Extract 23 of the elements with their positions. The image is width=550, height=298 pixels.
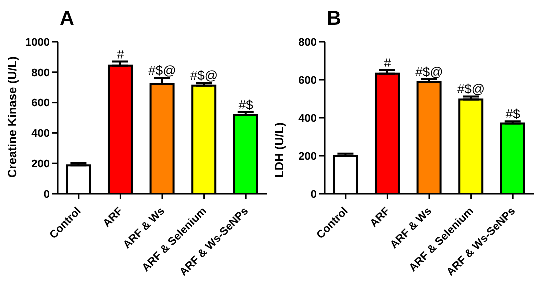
y-axis-title: LDH (U/L) [272,122,286,178]
annotation: # [384,55,392,70]
y-axis-title: Creatine Kinase (U/L) [5,56,20,178]
y-tick-label: 400 [32,128,50,140]
chart-title: A [60,8,74,31]
annotation: #$@ [416,64,444,80]
y-tick-label: 800 [32,67,50,80]
y-tick-label: 200 [298,150,317,163]
chart-title: B [327,8,342,31]
annotation: #$ [506,106,522,122]
annotation: #$ [238,98,254,113]
y-tick-label: 800 [298,36,317,49]
y-tick-label: 600 [298,74,317,87]
y-tick-label: 0 [310,188,317,201]
annotation: # [117,46,126,62]
y-tick-label: 1000 [26,36,50,49]
annotation: #$@ [457,82,486,97]
annotation: #$@ [190,68,218,84]
y-tick-label: 400 [298,112,317,125]
annotation: #$@ [148,63,176,78]
y-tick-label: 600 [32,98,50,110]
y-tick-label: 200 [32,158,50,171]
y-tick-label: 0 [44,188,50,201]
